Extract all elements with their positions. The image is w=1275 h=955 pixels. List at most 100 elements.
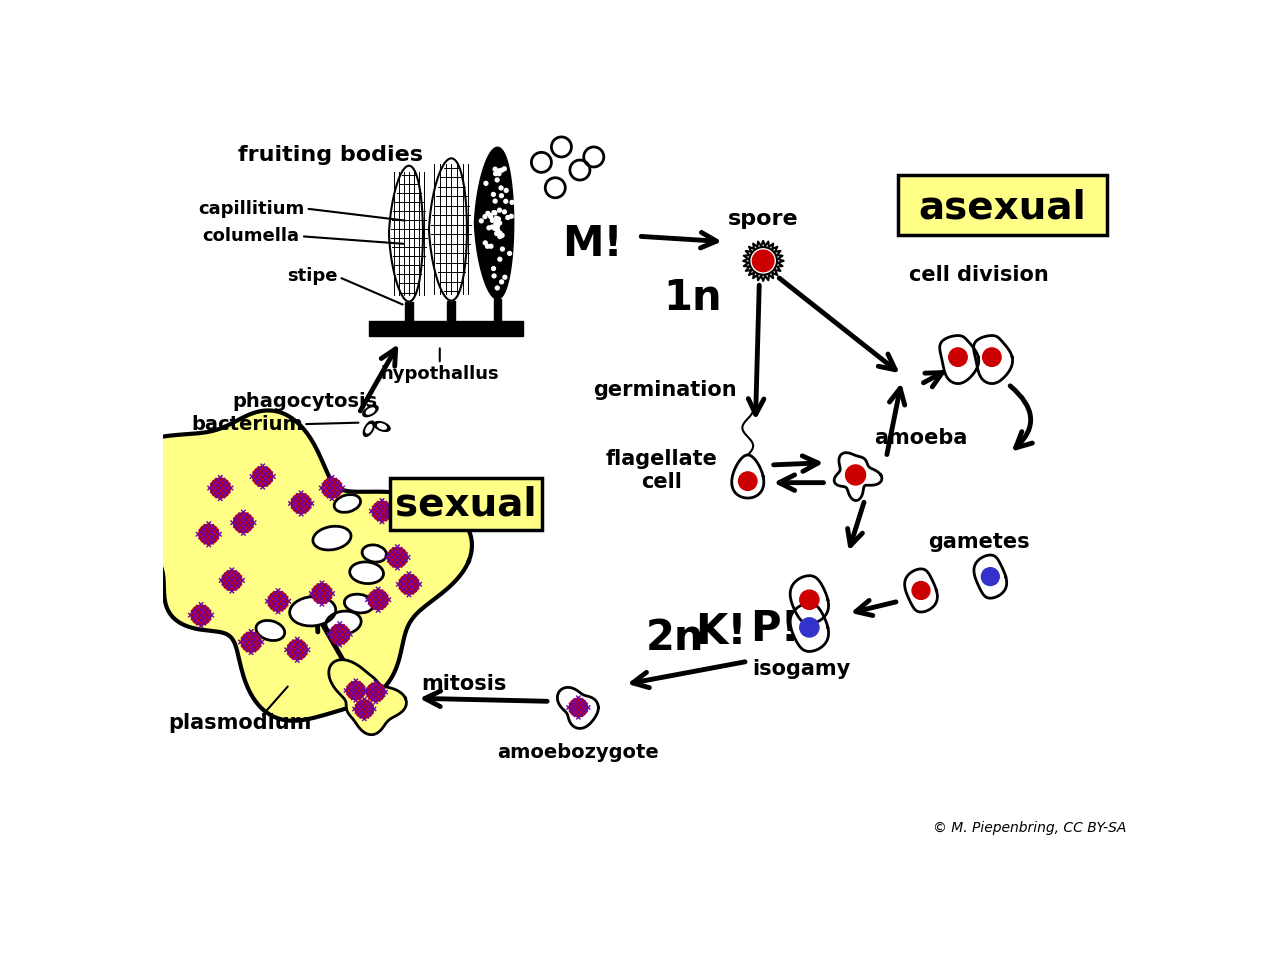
- Text: © M. Piepenbring, CC BY-SA: © M. Piepenbring, CC BY-SA: [933, 820, 1127, 835]
- Ellipse shape: [366, 425, 372, 433]
- Ellipse shape: [363, 406, 379, 416]
- Circle shape: [496, 222, 500, 225]
- Circle shape: [191, 605, 212, 626]
- Text: columella: columella: [203, 227, 300, 245]
- Circle shape: [510, 201, 514, 204]
- Circle shape: [486, 244, 490, 248]
- Circle shape: [500, 280, 504, 284]
- Circle shape: [738, 472, 757, 490]
- Circle shape: [506, 216, 510, 220]
- Polygon shape: [905, 569, 937, 612]
- Ellipse shape: [374, 421, 390, 432]
- Circle shape: [241, 632, 261, 652]
- Circle shape: [372, 501, 391, 521]
- Text: spore: spore: [728, 208, 798, 228]
- Polygon shape: [974, 555, 1007, 598]
- Text: P!: P!: [750, 608, 799, 650]
- Circle shape: [199, 524, 219, 544]
- Circle shape: [222, 570, 242, 590]
- Polygon shape: [743, 241, 783, 281]
- Circle shape: [500, 233, 504, 237]
- Circle shape: [368, 589, 388, 609]
- Circle shape: [233, 513, 254, 533]
- Circle shape: [799, 618, 819, 637]
- Circle shape: [532, 153, 551, 172]
- Polygon shape: [474, 147, 514, 299]
- Circle shape: [492, 266, 496, 270]
- Circle shape: [367, 683, 385, 701]
- Circle shape: [493, 211, 497, 215]
- Circle shape: [483, 215, 487, 219]
- Circle shape: [510, 214, 514, 219]
- Circle shape: [291, 494, 311, 514]
- Text: gametes: gametes: [928, 532, 1030, 552]
- Text: plasmodium: plasmodium: [168, 712, 311, 732]
- Circle shape: [492, 211, 496, 215]
- Circle shape: [584, 147, 604, 167]
- Circle shape: [491, 193, 495, 197]
- Circle shape: [502, 275, 506, 279]
- Circle shape: [495, 224, 499, 228]
- Polygon shape: [448, 301, 455, 321]
- Text: amoeba: amoeba: [875, 428, 968, 448]
- Polygon shape: [368, 321, 523, 336]
- Circle shape: [268, 591, 288, 611]
- Ellipse shape: [334, 495, 361, 512]
- Text: asexual: asexual: [918, 188, 1086, 226]
- Circle shape: [497, 208, 501, 212]
- Circle shape: [496, 222, 500, 225]
- Circle shape: [499, 232, 502, 236]
- Circle shape: [493, 223, 497, 226]
- Polygon shape: [732, 455, 764, 499]
- Circle shape: [499, 235, 502, 239]
- Circle shape: [496, 220, 500, 223]
- Circle shape: [493, 172, 497, 176]
- Circle shape: [488, 215, 492, 219]
- Circle shape: [252, 466, 273, 486]
- Circle shape: [496, 217, 500, 221]
- Ellipse shape: [289, 597, 335, 626]
- Circle shape: [497, 222, 501, 225]
- Circle shape: [486, 211, 490, 215]
- Circle shape: [499, 186, 502, 190]
- Circle shape: [546, 178, 565, 198]
- Polygon shape: [834, 453, 882, 500]
- Circle shape: [495, 224, 499, 228]
- FancyBboxPatch shape: [898, 176, 1107, 236]
- Text: capillitium: capillitium: [198, 200, 305, 218]
- Text: fruiting bodies: fruiting bodies: [238, 144, 423, 164]
- Text: germination: germination: [593, 380, 737, 400]
- Polygon shape: [493, 299, 501, 321]
- Circle shape: [495, 216, 499, 221]
- Circle shape: [490, 244, 493, 248]
- Text: cell division: cell division: [909, 265, 1048, 285]
- Circle shape: [493, 167, 497, 171]
- Circle shape: [495, 225, 499, 229]
- Circle shape: [491, 225, 495, 229]
- Text: K!: K!: [695, 611, 747, 653]
- Circle shape: [570, 160, 590, 180]
- Text: amoebozygote: amoebozygote: [497, 743, 659, 762]
- Circle shape: [287, 640, 307, 660]
- Circle shape: [501, 247, 505, 251]
- Text: flagellate
cell: flagellate cell: [606, 449, 718, 492]
- Circle shape: [845, 465, 866, 485]
- Circle shape: [507, 251, 511, 255]
- Polygon shape: [974, 335, 1012, 384]
- Text: 2n: 2n: [645, 617, 704, 659]
- Circle shape: [491, 219, 495, 223]
- Polygon shape: [116, 411, 472, 721]
- Circle shape: [479, 219, 483, 223]
- Circle shape: [497, 172, 501, 176]
- Text: sexual: sexual: [395, 486, 537, 524]
- Circle shape: [982, 567, 1000, 585]
- Circle shape: [502, 167, 506, 171]
- Circle shape: [495, 221, 499, 224]
- Circle shape: [497, 169, 501, 173]
- Polygon shape: [790, 576, 829, 624]
- Polygon shape: [389, 166, 423, 302]
- Ellipse shape: [344, 594, 374, 613]
- Circle shape: [495, 232, 499, 236]
- Circle shape: [500, 168, 504, 172]
- Circle shape: [492, 274, 496, 278]
